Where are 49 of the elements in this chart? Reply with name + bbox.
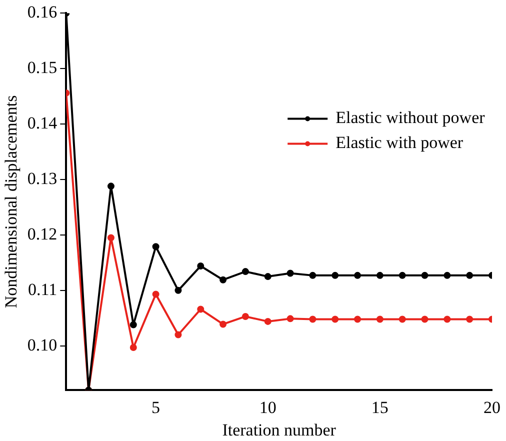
point [107, 182, 114, 190]
point [398, 272, 406, 279]
x-tick-label: 5 [152, 398, 160, 417]
point [152, 243, 160, 250]
point [444, 272, 451, 279]
y-tick-label: 0.10 [27, 335, 58, 354]
point [466, 316, 474, 323]
point [130, 321, 137, 328]
point [309, 316, 316, 323]
y-tick-label: 0.14 [27, 114, 58, 133]
point [421, 316, 428, 323]
legend-label: Elastic with power [336, 133, 464, 152]
point [242, 312, 249, 320]
point [107, 234, 114, 242]
y-tick-label: 0.12 [27, 224, 58, 244]
point [421, 272, 428, 279]
point [354, 316, 362, 323]
point [376, 272, 384, 279]
point [466, 272, 474, 279]
y-tick-label: 0.11 [28, 280, 58, 299]
point [354, 272, 362, 279]
point [152, 290, 160, 298]
point [264, 273, 272, 280]
point [376, 316, 384, 323]
point [264, 318, 272, 325]
point [220, 276, 227, 284]
y-tick-label: 0.15 [27, 58, 58, 78]
point [398, 316, 406, 323]
point [242, 268, 249, 276]
point [220, 320, 227, 328]
point [444, 316, 451, 323]
x-tick-label: 20 [484, 398, 500, 417]
point [332, 316, 339, 323]
x-tick-label: 10 [259, 398, 276, 417]
y-tick-label: 0.16 [27, 2, 58, 22]
x-tick-label: 15 [371, 398, 388, 417]
legend-label: Elastic without power [336, 108, 486, 128]
y-axis-title: Nondimensional displacements [2, 95, 21, 308]
x-axis-title: Iteration number [222, 420, 336, 440]
point [197, 306, 204, 313]
point [130, 344, 137, 352]
point [286, 270, 294, 277]
point [197, 262, 204, 270]
point [332, 272, 339, 279]
point [309, 272, 316, 279]
point [174, 286, 182, 294]
y-tick-label: 0.13 [27, 168, 58, 188]
point [286, 315, 294, 322]
point [174, 331, 182, 338]
